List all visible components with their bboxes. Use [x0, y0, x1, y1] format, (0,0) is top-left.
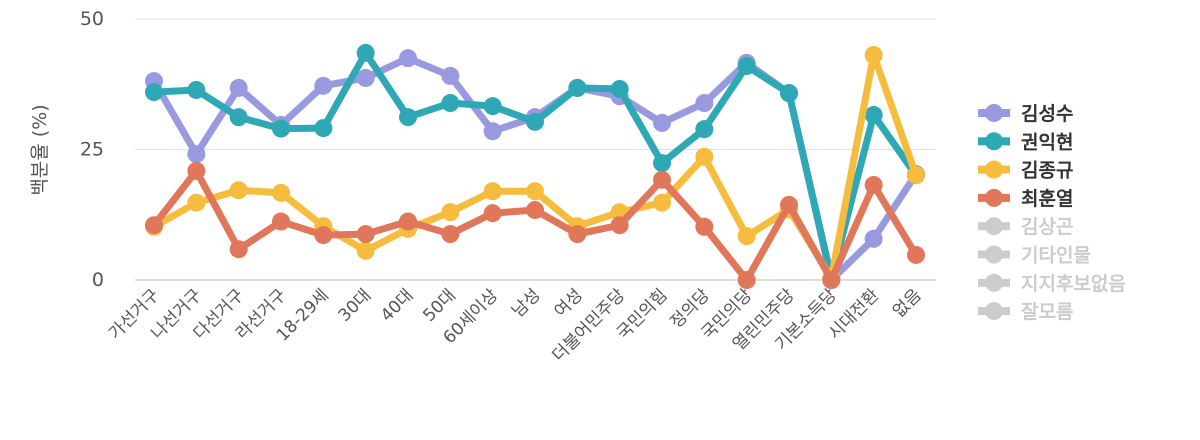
data-point[interactable] — [187, 193, 206, 212]
data-point[interactable] — [314, 119, 333, 138]
data-point[interactable] — [483, 204, 502, 223]
legend-label: 김성수 — [1021, 103, 1073, 125]
legend-marker-icon — [985, 217, 1003, 236]
data-point[interactable] — [610, 79, 629, 98]
data-point[interactable] — [864, 46, 883, 65]
data-point[interactable] — [441, 94, 460, 113]
legend-marker-icon — [985, 160, 1003, 179]
legend-label: 최훈열 — [1021, 187, 1073, 210]
legend-item[interactable]: 최훈열 — [978, 187, 1073, 210]
data-point[interactable] — [737, 56, 756, 75]
x-tick-label: 40대 — [377, 285, 418, 326]
data-point[interactable] — [272, 212, 290, 231]
data-point[interactable] — [780, 84, 798, 103]
legend-marker-icon — [985, 273, 1003, 292]
data-point[interactable] — [610, 216, 629, 235]
legend-marker-icon — [985, 188, 1003, 207]
data-point[interactable] — [399, 108, 417, 127]
y-tick-label: 0 — [92, 269, 104, 291]
data-point[interactable] — [653, 193, 671, 212]
legend-marker-icon — [985, 104, 1003, 122]
data-point[interactable] — [526, 201, 544, 220]
data-point[interactable] — [483, 122, 502, 141]
data-point[interactable] — [864, 175, 883, 194]
legend-marker-icon — [985, 132, 1003, 151]
data-point[interactable] — [822, 271, 841, 289]
data-point[interactable] — [483, 97, 502, 116]
data-point[interactable] — [356, 241, 375, 260]
data-point[interactable] — [864, 229, 883, 248]
series-line — [152, 51, 920, 282]
data-point[interactable] — [229, 78, 248, 97]
series-line — [150, 54, 919, 284]
data-point[interactable] — [653, 154, 671, 173]
data-point[interactable] — [272, 119, 290, 138]
x-tick-label: 없음 — [889, 285, 925, 321]
data-point[interactable] — [695, 120, 714, 139]
data-point[interactable] — [145, 83, 163, 102]
legend-item[interactable]: 김성수 — [978, 103, 1073, 125]
data-point[interactable] — [399, 49, 417, 68]
data-point[interactable] — [229, 181, 248, 200]
data-point[interactable] — [441, 225, 460, 244]
data-point[interactable] — [737, 227, 756, 246]
data-point[interactable] — [526, 182, 544, 201]
legend-item[interactable]: 지지후보없음 — [978, 273, 1126, 295]
legend-item[interactable]: 김종규 — [978, 160, 1073, 182]
data-point[interactable] — [653, 113, 671, 132]
data-point[interactable] — [568, 78, 587, 97]
x-tick-label: 남성 — [508, 285, 544, 321]
data-point[interactable] — [441, 66, 460, 85]
data-point[interactable] — [356, 225, 375, 244]
legend-marker-icon — [985, 245, 1003, 264]
data-point[interactable] — [356, 43, 375, 62]
legend-item[interactable]: 잘모름 — [978, 301, 1073, 323]
legend-item[interactable]: 권익현 — [978, 131, 1073, 153]
data-point[interactable] — [568, 225, 587, 244]
legend-label: 권익현 — [1021, 131, 1073, 153]
data-point[interactable] — [780, 195, 798, 214]
series-line — [153, 49, 919, 282]
series-1 — [145, 43, 925, 287]
data-point[interactable] — [356, 68, 375, 87]
data-point[interactable] — [695, 217, 714, 236]
data-point[interactable] — [187, 80, 206, 99]
x-tick-label: 여성 — [551, 285, 587, 321]
data-point[interactable] — [272, 183, 290, 202]
data-point[interactable] — [187, 161, 206, 180]
data-point[interactable] — [314, 226, 333, 245]
data-point[interactable] — [399, 212, 417, 231]
legend-label: 기타인물 — [1021, 245, 1091, 267]
legend-label: 잘모름 — [1021, 301, 1073, 323]
data-point[interactable] — [187, 145, 206, 164]
y-tick-label: 25 — [80, 139, 104, 161]
legend-item[interactable]: 기타인물 — [978, 245, 1091, 267]
data-point[interactable] — [229, 240, 248, 259]
data-point[interactable] — [314, 76, 333, 95]
legend-item[interactable]: 김상곤 — [978, 216, 1073, 238]
data-point[interactable] — [653, 170, 671, 189]
data-point[interactable] — [441, 203, 460, 222]
legend-marker-icon — [985, 302, 1003, 321]
data-point[interactable] — [907, 166, 925, 185]
legend-label: 김상곤 — [1021, 216, 1073, 238]
data-point[interactable] — [737, 271, 756, 289]
y-tick-label: 50 — [80, 8, 104, 30]
data-point[interactable] — [483, 182, 502, 201]
data-point[interactable] — [145, 216, 163, 235]
legend-label: 지지후보없음 — [1021, 273, 1126, 295]
series-3 — [145, 161, 925, 289]
legend-label: 김종규 — [1021, 160, 1073, 182]
x-tick-label: 30대 — [335, 285, 376, 326]
data-point[interactable] — [907, 245, 925, 264]
data-point[interactable] — [864, 106, 883, 125]
data-point[interactable] — [229, 108, 248, 127]
data-point[interactable] — [695, 94, 714, 113]
data-point[interactable] — [695, 147, 714, 166]
data-point[interactable] — [526, 112, 544, 131]
y-axis-label: 백분율 (%) — [29, 104, 51, 195]
